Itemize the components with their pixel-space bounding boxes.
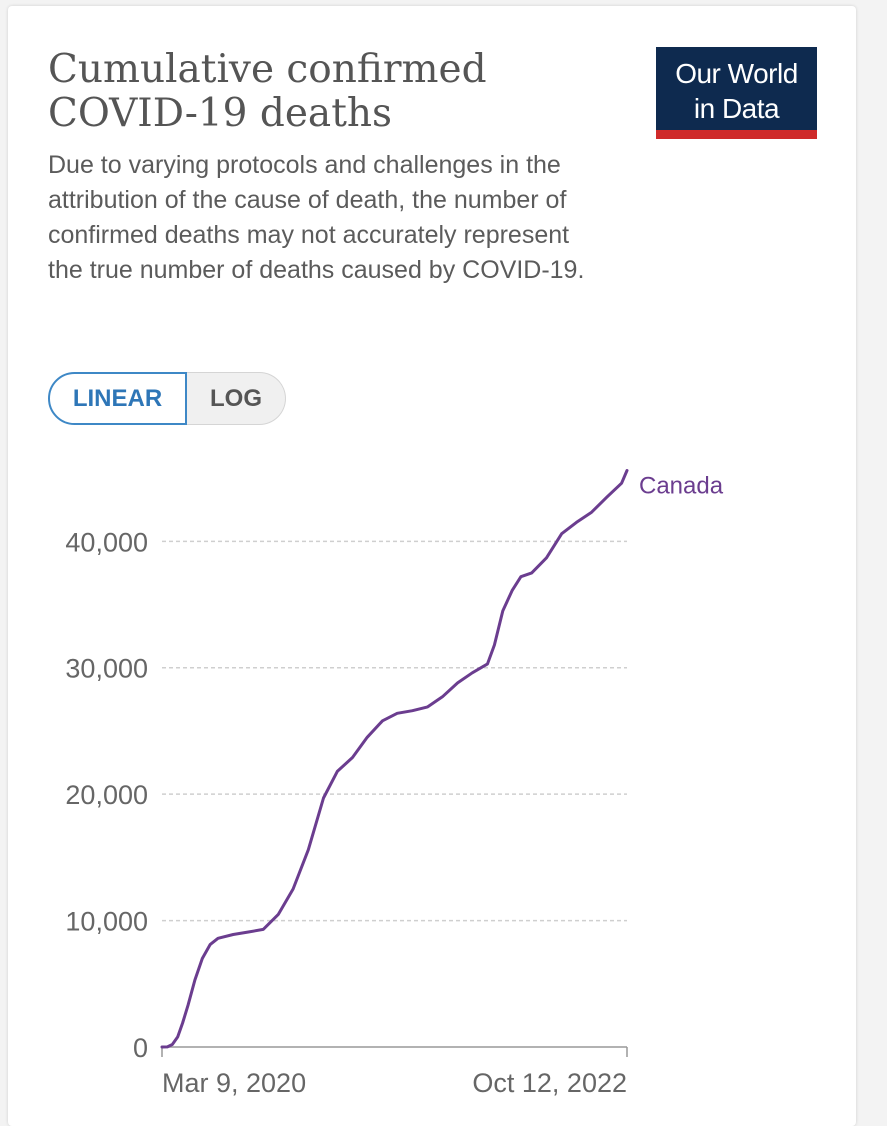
- scale-toggle: LINEAR LOG: [48, 372, 286, 425]
- log-scale-button[interactable]: LOG: [187, 372, 286, 425]
- chart-card: [8, 6, 856, 1126]
- series-line-canada: [160, 469, 629, 1049]
- our-world-in-data-logo[interactable]: Our World in Data: [656, 47, 817, 139]
- y-tick-label: 0: [133, 1033, 148, 1063]
- chart-subtitle: Due to varying protocols and challenges …: [48, 151, 585, 284]
- x-tick-label: Oct 12, 2022: [472, 1068, 627, 1098]
- logo-line-1: Our World: [675, 58, 798, 89]
- y-tick-label: 10,000: [65, 907, 148, 937]
- y-tick-label: 40,000: [65, 527, 148, 557]
- linear-scale-button[interactable]: LINEAR: [48, 372, 187, 425]
- x-tick-label: Mar 9, 2020: [162, 1068, 306, 1098]
- y-tick-label: 30,000: [65, 654, 148, 684]
- logo-line-2: in Data: [693, 93, 780, 124]
- series-label-canada: Canada: [639, 473, 724, 500]
- y-tick-label: 20,000: [65, 780, 148, 810]
- chart-title: Cumulative confirmed COVID-19 deaths: [48, 47, 487, 136]
